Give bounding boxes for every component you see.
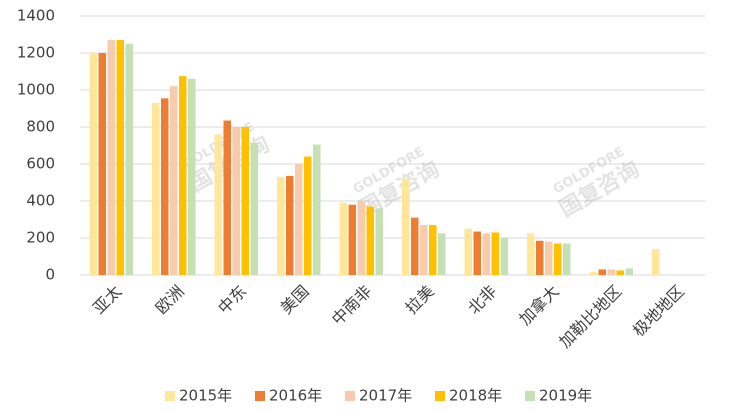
- bar: [554, 243, 562, 275]
- bar: [89, 53, 97, 275]
- x-tick-label: 加拿大: [515, 282, 562, 329]
- bar: [375, 208, 383, 275]
- legend-label: 2018年: [449, 387, 502, 405]
- legend-swatch: [525, 391, 535, 401]
- x-tick-label: 亚太: [89, 282, 125, 318]
- y-tick-label: 400: [26, 192, 55, 210]
- bar: [250, 142, 258, 275]
- bar: [170, 86, 178, 275]
- x-tick-label: 加勒比地区: [555, 282, 625, 352]
- y-tick-label: 1400: [17, 7, 55, 25]
- y-tick-label: 200: [26, 229, 55, 247]
- x-tick-label: 中南非: [328, 282, 375, 329]
- legend-swatch: [435, 391, 445, 401]
- x-tick-label: 中东: [214, 282, 250, 318]
- x-tick-label: 极地地区: [629, 282, 688, 341]
- legend-swatch: [165, 391, 175, 401]
- bar: [295, 164, 303, 275]
- bar: [429, 225, 437, 275]
- bar: [607, 269, 615, 275]
- bar: [339, 202, 347, 275]
- bar: [616, 270, 624, 275]
- bar: [625, 268, 633, 275]
- bar: [357, 201, 365, 275]
- legend-label: 2016年: [269, 387, 322, 405]
- x-tick-label: 北非: [464, 282, 500, 318]
- x-tick-label: 美国: [277, 282, 313, 318]
- bar: [420, 225, 428, 275]
- bar: [161, 98, 169, 275]
- bar: [598, 269, 606, 275]
- bar: [304, 156, 312, 275]
- y-tick-label: 1000: [17, 81, 55, 99]
- bar: [152, 102, 160, 275]
- bar: [411, 217, 419, 275]
- bar: [527, 233, 535, 275]
- bar: [116, 40, 124, 275]
- bar: [438, 233, 446, 275]
- bar: [482, 233, 490, 275]
- bar: [179, 76, 187, 275]
- bar: [545, 241, 553, 275]
- bar: [98, 53, 106, 275]
- bar: [500, 238, 508, 275]
- bar: [223, 120, 231, 276]
- bar: [652, 249, 660, 275]
- legend-swatch: [255, 391, 265, 401]
- bar: [313, 144, 321, 275]
- y-tick-label: 0: [45, 266, 55, 284]
- bar: [188, 78, 196, 276]
- bar: [277, 176, 285, 275]
- y-tick-label: 600: [26, 155, 55, 173]
- bar: [286, 176, 294, 275]
- bar: [366, 206, 374, 275]
- bar: [402, 178, 410, 275]
- bar: [536, 240, 544, 275]
- bar: [107, 40, 115, 275]
- legend-label: 2019年: [539, 387, 592, 405]
- legend-label: 2015年: [179, 387, 232, 405]
- bar: [491, 232, 499, 275]
- legend-swatch: [345, 391, 355, 401]
- bar: [232, 127, 240, 275]
- bar: [125, 43, 133, 275]
- bar: [241, 127, 249, 275]
- bar: [473, 231, 481, 275]
- bar: [563, 243, 571, 275]
- x-tick-label: 拉美: [402, 282, 438, 318]
- y-tick-label: 800: [26, 118, 55, 136]
- y-tick-label: 1200: [17, 44, 55, 62]
- bar: [348, 204, 356, 275]
- legend-label: 2017年: [359, 387, 412, 405]
- bar: [589, 272, 597, 275]
- x-tick-label: 欧洲: [152, 282, 188, 318]
- bar: [464, 228, 472, 275]
- bar: [214, 134, 222, 275]
